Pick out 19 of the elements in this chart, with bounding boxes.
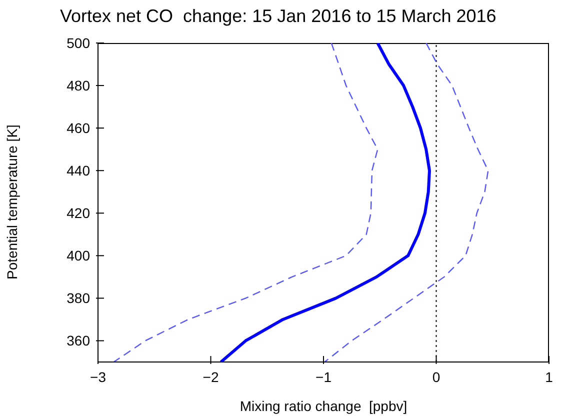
x-tick-label: 0 [432,369,440,385]
y-tick-label: 400 [66,248,90,264]
x-tick-label: −3 [90,369,106,385]
y-tick-label: 500 [66,35,90,51]
line-series [113,43,378,362]
y-tick-label: 420 [66,205,90,222]
x-tick-label: 1 [545,369,554,385]
y-tick-label: 360 [66,332,90,349]
y-tick-label: 380 [66,290,90,306]
y-tick-label: 460 [66,120,90,136]
line-series [324,43,489,362]
x-tick-label: −1 [316,369,332,385]
x-axis-title: Mixing ratio change [ppbv] [238,398,408,414]
y-tick-label: 440 [66,162,90,179]
y-tick-label: 480 [66,78,90,94]
x-tick-label: −2 [202,369,219,385]
y-axis-title: Potential temperature [K] [4,124,20,280]
line-series [219,43,431,362]
chart-title: Vortex net CO change: 15 Jan 2016 to 15 March 2016 [60,6,496,27]
